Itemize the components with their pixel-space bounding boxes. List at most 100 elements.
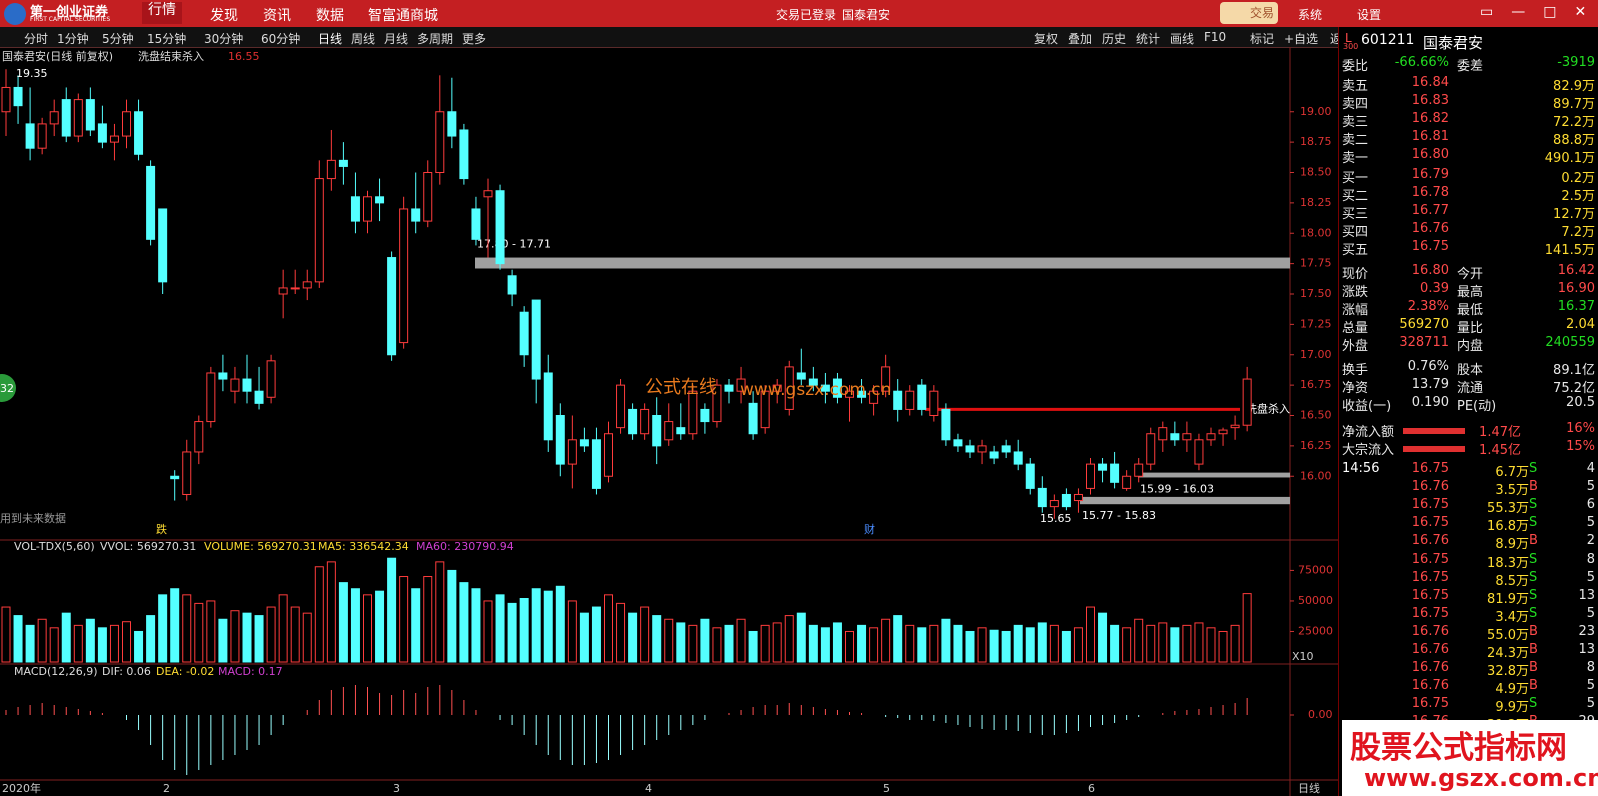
volume-bar <box>459 582 469 663</box>
quote-cell: 16.42 <box>1557 263 1595 278</box>
candle-body <box>13 86 23 107</box>
tool-button[interactable]: 叠加 <box>1068 32 1093 46</box>
candle-body <box>531 299 541 380</box>
candle-body <box>881 366 891 392</box>
quote-cell: 16.76 <box>1411 642 1449 657</box>
tool-button[interactable]: 标记 <box>1250 32 1275 46</box>
quote-cell: 1.45亿 <box>1479 443 1521 459</box>
nav-item[interactable]: 数据 <box>316 8 344 24</box>
quote-cell: 16.76 <box>1411 479 1449 495</box>
trade-button[interactable]: 交易 <box>1220 2 1278 24</box>
quote-cell: S <box>1529 515 1538 531</box>
tool-button[interactable]: 统计 <box>1136 32 1161 46</box>
y-tick-label: 18.75 <box>1300 135 1332 148</box>
candle-body <box>820 384 830 392</box>
candle-body <box>218 372 228 380</box>
quote-cell: 卖一 <box>1342 151 1369 167</box>
candle-body <box>1146 433 1156 465</box>
volume-legend: VVOL: 569270.31 <box>100 540 196 553</box>
stock-title: 国泰君安 <box>1423 34 1484 52</box>
tool-button[interactable]: 复权 <box>1034 32 1059 46</box>
low-label: 15.65 <box>1040 512 1072 525</box>
period-tab[interactable]: 多周期 <box>417 32 454 46</box>
quote-cell: 16.8万 <box>1487 519 1529 535</box>
volume-bar <box>712 627 722 663</box>
quote-cell: 卖五 <box>1342 79 1369 94</box>
tool-button[interactable]: F10 <box>1204 30 1227 44</box>
candle-body <box>543 372 553 441</box>
period-tab[interactable]: 60分钟 <box>261 32 301 46</box>
period-tab[interactable]: 分时 <box>24 32 49 46</box>
volume-bar <box>845 630 854 663</box>
nav-item[interactable]: 行情 <box>142 2 182 24</box>
volume-bar <box>953 624 963 663</box>
y-tick-label: 17.00 <box>1300 348 1332 361</box>
settings-menu[interactable]: 设置 <box>1357 8 1382 22</box>
period-tab[interactable]: 更多 <box>462 32 487 46</box>
period-tab[interactable]: 15分钟 <box>147 32 187 46</box>
candle-body <box>772 384 782 392</box>
y-tick-label: 18.00 <box>1300 226 1332 239</box>
quote-cell: 委比 <box>1342 59 1369 74</box>
quote-cell: 16.84 <box>1411 75 1449 90</box>
candle-body <box>97 123 107 143</box>
period-tab[interactable]: 月线 <box>384 32 409 46</box>
volume-bar <box>97 627 107 663</box>
volume-bar <box>1146 624 1156 663</box>
candle-body <box>326 159 336 180</box>
quote-cell: PE(动) <box>1457 399 1497 415</box>
quote-cell: 12.7万 <box>1553 207 1595 223</box>
macd-legend: DIF: 0.06 <box>102 665 151 678</box>
indicator-name: 洗盘结束杀入 <box>138 49 204 63</box>
period-tab[interactable]: 1分钟 <box>57 32 89 46</box>
period-tab[interactable]: 周线 <box>351 32 376 46</box>
nav-item[interactable]: 资讯 <box>263 8 291 24</box>
candle-body <box>941 408 951 441</box>
quote-cell: 16.90 <box>1557 281 1595 297</box>
quote-cell: -3919 <box>1557 55 1595 70</box>
period-tab[interactable]: 5分钟 <box>102 32 134 46</box>
toolbar: 分时 1分钟 5分钟 15分钟 30分钟 60分钟 日线 周线 月线 多周期 更多 复权 叠加 历史 统计画… <box>0 27 1354 48</box>
candle-body <box>1158 427 1168 441</box>
volume-bar <box>363 594 372 663</box>
candle-body <box>736 378 746 392</box>
quote-cell: 13 <box>1578 587 1595 603</box>
tool-button[interactable]: 历史 <box>1102 32 1127 46</box>
volume-bar <box>519 598 529 663</box>
quote-cell: 13.79 <box>1411 377 1449 393</box>
quote-cell: 8 <box>1586 660 1595 676</box>
quote-cell: 6.7万 <box>1495 465 1529 480</box>
volume-bar <box>1134 618 1144 663</box>
nav-item[interactable]: 发现 <box>210 8 238 24</box>
candle-body <box>1134 463 1144 477</box>
stock-name: 国泰君安 <box>842 8 891 22</box>
price-zone <box>1080 496 1290 505</box>
tool-button[interactable]: 画线 <box>1170 32 1195 46</box>
watermark: www.gszx.com.cn <box>740 380 891 400</box>
volume-bar <box>290 606 300 663</box>
quote-cell: 16.76 <box>1411 678 1449 694</box>
volume-bar <box>230 610 240 663</box>
quote-cell: 16.80 <box>1411 263 1449 278</box>
system-menu[interactable]: 系统 <box>1298 8 1323 22</box>
nav-item[interactable]: 智富通商城 <box>368 8 438 24</box>
quote-cell: 8.9万 <box>1495 537 1529 553</box>
tool-button[interactable]: +自选 <box>1284 32 1319 46</box>
candle-body <box>579 439 589 447</box>
window-controls[interactable]: ▭—□✕ <box>1480 4 1598 20</box>
candle-body <box>1218 429 1228 435</box>
volume-bar <box>218 618 228 663</box>
period-tab[interactable]: 日线 <box>318 32 343 46</box>
quote-cell: 16.75 <box>1411 587 1449 603</box>
candle-body <box>278 287 288 295</box>
volume-bar <box>278 594 288 663</box>
candle-body <box>929 390 939 417</box>
quote-cell: 240559 <box>1545 335 1595 351</box>
period-tab[interactable]: 30分钟 <box>204 32 244 46</box>
candle-body <box>158 208 168 283</box>
quote-cell: 0.2万 <box>1561 171 1595 186</box>
volume-bar <box>1242 593 1252 663</box>
candle-body <box>483 190 493 198</box>
quote-cell: 16.76 <box>1411 533 1449 549</box>
quote-cell: 24.3万 <box>1487 646 1529 661</box>
